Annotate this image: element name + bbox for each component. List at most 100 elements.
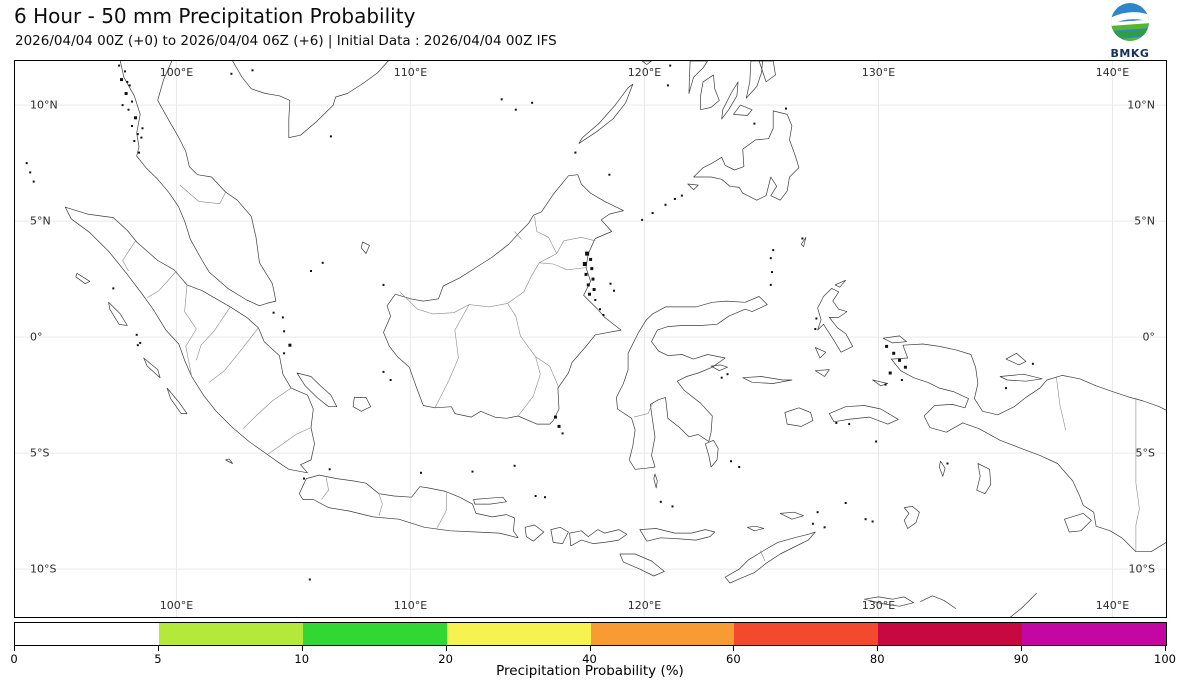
coastline [569,529,628,547]
coastline [758,61,776,83]
coastline [473,496,507,505]
colorbar-segment-10-20 [302,623,447,645]
small-island [599,308,601,311]
coastline [864,596,914,607]
coastline [687,183,699,191]
small-island [726,373,729,376]
small-island [680,194,683,197]
colorbar-tick-label: 5 [154,652,162,666]
small-island [666,84,669,87]
coastline [920,595,957,609]
small-island [420,471,422,474]
admin-border [514,231,522,240]
coastline [232,61,389,138]
coastline [882,335,907,344]
coastline [119,61,277,307]
small-island [835,421,838,424]
admin-border [147,270,177,298]
small-island [513,464,516,467]
coastline [550,526,569,544]
longitude-label-bottom: 120°E [628,599,661,612]
coastline [828,405,899,425]
small-island [140,136,143,139]
small-island [500,98,503,101]
colorbar [14,622,1167,646]
small-island [669,64,672,67]
small-island [118,64,121,67]
small-island [329,135,332,138]
small-island [815,317,818,320]
longitude-label-top: 110°E [394,66,427,79]
colorbar-tick [301,646,303,651]
coastline [890,343,1166,553]
coastline [784,407,814,427]
admin-border [535,356,560,389]
coastline [903,506,920,529]
small-island [127,108,130,111]
admin-border [184,284,197,377]
small-island [141,127,144,130]
small-island [898,358,901,362]
coastline [976,463,992,495]
small-island [664,203,667,206]
coastline [1005,352,1027,366]
coastline [710,364,728,372]
admin-border [378,493,383,516]
longitude-label-top: 130°E [862,66,895,79]
coastline [296,372,338,408]
admin-border [534,216,557,254]
small-island [303,477,305,480]
admin-border [321,477,329,500]
page-title: 6 Hour - 50 mm Precipitation Probability [14,4,416,28]
longitude-label-bottom: 110°E [394,599,427,612]
small-island [135,333,138,336]
small-island [785,107,787,110]
admin-border [434,304,470,408]
colorbar-tick [157,646,159,651]
small-island [308,578,311,581]
admin-border [267,427,312,455]
small-island [534,495,537,497]
small-island [272,311,275,314]
small-island [138,151,140,154]
small-island [892,351,896,355]
small-island [589,257,593,261]
small-island [124,70,126,73]
coastline [64,206,315,474]
small-island [811,522,814,525]
coastline [639,528,716,542]
small-island [591,277,595,281]
small-island [133,140,136,142]
small-island [128,84,131,87]
coastline [814,347,827,359]
small-island [288,343,292,347]
small-island [281,316,284,319]
small-island [885,344,889,348]
small-island [557,424,561,428]
small-island [673,198,676,200]
small-island [120,78,123,82]
colorbar-tick [14,646,15,651]
admin-border [196,306,231,361]
small-island [382,283,385,286]
small-island [871,520,874,523]
coastline [108,301,128,326]
small-island [136,133,139,136]
small-island [738,466,741,468]
small-island [32,180,35,183]
coastline [742,376,793,384]
small-island [592,288,596,291]
colorbar-tick-label: 10 [294,652,310,666]
colorbar-tick-label: 20 [438,652,453,666]
small-island [251,69,254,72]
small-island [382,370,385,373]
colorbar-tick [1165,646,1166,651]
small-island [124,92,128,95]
small-island [848,423,851,426]
coastline [619,553,665,577]
small-island [651,212,654,214]
small-island [946,462,949,465]
coastline [383,174,624,425]
small-island [136,344,139,347]
coastline [653,473,658,489]
